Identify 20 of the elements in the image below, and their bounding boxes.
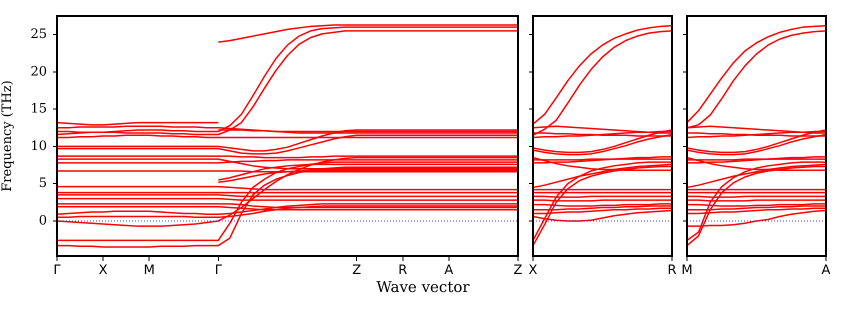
x-tick-label: R bbox=[667, 263, 677, 278]
x-tick-label: Z bbox=[352, 263, 362, 278]
y-axis-title: Frequency (THz) bbox=[0, 80, 16, 192]
x-tick-label: A bbox=[444, 263, 454, 278]
x-tick-label: X bbox=[98, 263, 108, 278]
y-tick-label: 20 bbox=[30, 64, 47, 80]
y-tick-label: 10 bbox=[30, 138, 47, 154]
x-tick-label: M bbox=[681, 263, 693, 278]
x-tick-label: M bbox=[144, 263, 155, 278]
x-tick-label: Γ bbox=[53, 263, 62, 278]
x-tick-label: Γ bbox=[214, 263, 223, 278]
x-tick-label: X bbox=[528, 263, 538, 278]
y-tick-label: 25 bbox=[30, 27, 47, 42]
y-tick-label: 15 bbox=[30, 102, 47, 117]
x-tick-label: A bbox=[822, 263, 831, 278]
x-axis-title: Wave vector bbox=[375, 278, 471, 296]
x-tick-label: Z bbox=[514, 263, 523, 278]
x-tick-label: R bbox=[398, 263, 408, 278]
y-tick-label: 5 bbox=[38, 176, 47, 192]
y-tick-label: 0 bbox=[38, 213, 47, 228]
